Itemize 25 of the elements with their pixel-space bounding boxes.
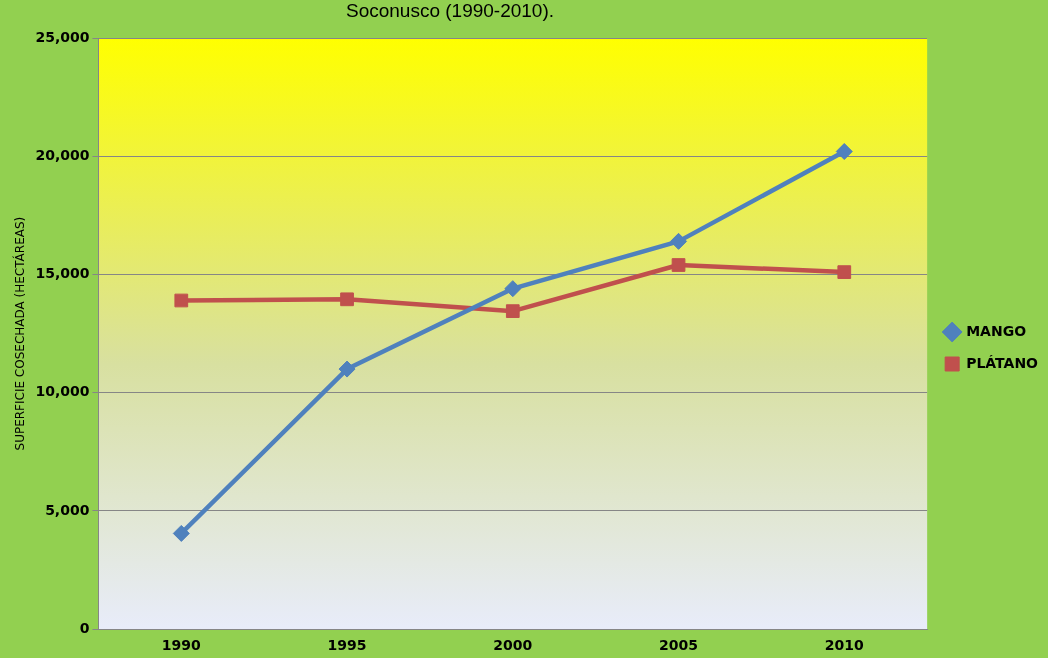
y-tick-label: 15,000 xyxy=(35,265,90,282)
point xyxy=(174,293,189,308)
x-tick-label: 2000 xyxy=(493,637,533,654)
chart-title: Soconusco (1990-2010). xyxy=(344,0,556,22)
legend-label: MANGO xyxy=(966,322,1027,339)
point xyxy=(835,143,853,161)
point xyxy=(504,280,522,298)
point xyxy=(505,304,520,318)
x-tick-label: 1990 xyxy=(161,637,202,654)
point xyxy=(670,232,688,250)
y-tick-label: 10,000 xyxy=(35,383,90,400)
point xyxy=(837,265,852,279)
point xyxy=(671,258,686,272)
legend-label: PLÁTANO xyxy=(966,354,1039,371)
point xyxy=(338,360,356,378)
y-tick-label: 25,000 xyxy=(35,28,90,45)
point xyxy=(340,292,354,307)
y-tick-label: 0 xyxy=(79,619,90,636)
y-axis-title: SUPERFICIE COSECHADA (HECTÁREAS) xyxy=(12,216,28,451)
point xyxy=(172,524,190,542)
x-tick-label: 2010 xyxy=(824,637,865,654)
x-tick-label: 1995 xyxy=(327,637,367,654)
x-tick-label: 2005 xyxy=(659,637,699,654)
y-tick-label: 20,000 xyxy=(35,146,90,163)
y-tick-label: 5,000 xyxy=(45,501,90,518)
